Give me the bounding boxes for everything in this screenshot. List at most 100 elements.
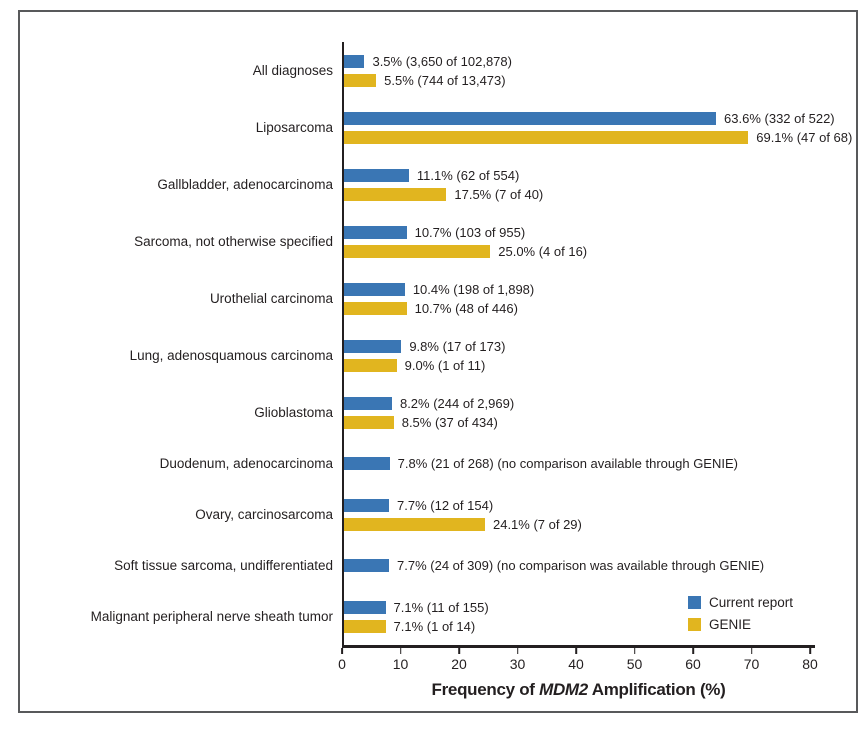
- bar-line: 63.6% (332 of 522): [344, 110, 856, 126]
- bar-genie: [344, 358, 397, 372]
- legend-label-current-report: Current report: [709, 595, 794, 610]
- bar-annotation: 7.1% (11 of 155): [393, 599, 489, 615]
- category-row: Duodenum, adenocarcinoma 7.8% (21 of 268)…: [20, 441, 856, 486]
- bar-current-report: [344, 225, 407, 239]
- bar-line: 10.7% (103 of 955): [344, 225, 856, 240]
- tick-label: 70: [743, 656, 760, 672]
- bar-line: 69.1% (47 of 68): [344, 129, 856, 145]
- x-axis-tick: 60: [685, 648, 701, 672]
- bar-current-report: [344, 559, 390, 572]
- bar-annotation: 8.5% (37 of 434): [401, 414, 498, 430]
- category-row: Soft tissue sarcoma, undifferentiated 7.7…: [20, 543, 856, 588]
- tick-label: 50: [626, 656, 643, 672]
- bar-genie: [344, 301, 407, 315]
- bar-annotation: 7.7% (24 of 309) (no comparison was avai…: [397, 558, 765, 573]
- bar-genie: [344, 517, 485, 531]
- category-bars: 7.7% (24 of 309) (no comparison was avai…: [342, 543, 856, 588]
- bar-genie: [344, 244, 491, 258]
- x-axis-tick: 80: [802, 648, 818, 672]
- category-label: Sarcoma, not otherwise specified: [134, 233, 333, 249]
- category-bars: 7.7% (12 of 154) 24.1% (7 of 29): [342, 486, 856, 543]
- x-axis-tick: 30: [509, 648, 526, 672]
- tick-mark: [575, 648, 577, 654]
- bar-annotation: 3.5% (3,650 of 102,878): [372, 53, 512, 69]
- tick-label: 60: [685, 656, 701, 672]
- category-bars: 10.4% (198 of 1,898) 10.7% (48 of 446): [342, 270, 856, 327]
- tick-mark: [516, 648, 519, 654]
- bar-line: 24.1% (7 of 29): [344, 517, 856, 532]
- category-bars: 9.8% (17 of 173) 9.0% (1 of 11): [342, 327, 856, 384]
- category-bars: 7.1% (11 of 155) 7.1% (1 of 14): [342, 588, 856, 645]
- bar-line: 3.5% (3,650 of 102,878): [344, 53, 856, 69]
- bar-current-report: [344, 600, 386, 614]
- category-label: Ovary, carcinosarcoma: [195, 506, 333, 522]
- x-axis-tick: 10: [392, 648, 409, 672]
- bar-annotation: 11.1% (62 of 554): [416, 167, 520, 183]
- bar-annotation: 7.8% (21 of 268) (no comparison availabl…: [397, 456, 738, 471]
- legend-label-genie: GENIE: [709, 617, 752, 632]
- category-row: Ovary, carcinosarcoma 7.7% (12 of 154) 24.…: [20, 486, 856, 543]
- x-axis-title-gene: MDM2: [539, 680, 588, 699]
- bar-chart-rows: All diagnoses 3.5% (3,650 of 102,878) 5.5%…: [20, 42, 856, 645]
- x-axis-tick: 20: [451, 648, 467, 672]
- bar-genie: [344, 130, 749, 144]
- x-axis-tick: 0: [338, 648, 346, 672]
- figure-frame: All diagnoses 3.5% (3,650 of 102,878) 5.5%…: [18, 10, 858, 713]
- bar-annotation: 10.7% (48 of 446): [414, 300, 518, 316]
- x-axis-line: [342, 645, 815, 648]
- tick-label: 20: [451, 656, 467, 672]
- category-bars: 3.5% (3,650 of 102,878) 5.5% (744 of 13,4…: [342, 42, 856, 99]
- bar-genie: [344, 415, 394, 429]
- bar-line: 8.2% (244 of 2,969): [344, 395, 856, 411]
- category-label: Malignant peripheral nerve sheath tumor: [90, 608, 333, 624]
- bar-genie: [344, 187, 447, 201]
- tick-mark: [633, 648, 636, 654]
- category-bars: 11.1% (62 of 554) 17.5% (7 of 40): [342, 156, 856, 213]
- category-label: Duodenum, adenocarcinoma: [159, 455, 333, 471]
- x-axis-title-prefix: Frequency of: [431, 680, 540, 699]
- tick-label: 10: [392, 656, 409, 672]
- category-label: Gallbladder, adenocarcinoma: [157, 176, 333, 192]
- legend-swatch-genie-icon: [688, 618, 701, 631]
- legend-item-current-report: Current report: [688, 595, 793, 610]
- tick-label: 0: [338, 656, 346, 672]
- bar-line: 10.4% (198 of 1,898): [344, 281, 856, 297]
- category-label: Soft tissue sarcoma, undifferentiated: [114, 557, 333, 573]
- tick-label: 80: [802, 656, 818, 672]
- bar-current-report: [344, 396, 392, 410]
- category-row: Malignant peripheral nerve sheath tumor 7…: [20, 588, 856, 645]
- bar-current-report: [344, 339, 402, 353]
- bar-line: 7.7% (24 of 309) (no comparison was avai…: [344, 558, 856, 573]
- tick-mark: [458, 648, 460, 654]
- bar-current-report: [344, 282, 405, 296]
- bar-annotation: 69.1% (47 of 68): [756, 129, 853, 145]
- x-axis-tick: 70: [743, 648, 760, 672]
- bar-annotation: 17.5% (7 of 40): [454, 186, 544, 202]
- bar-line: 10.7% (48 of 446): [344, 300, 856, 316]
- category-bars: 8.2% (244 of 2,969) 8.5% (37 of 434): [342, 384, 856, 441]
- legend: Current report GENIE: [688, 595, 793, 639]
- bar-line: 5.5% (744 of 13,473): [344, 72, 856, 88]
- bar-line: 25.0% (4 of 16): [344, 244, 856, 259]
- bar-annotation: 8.2% (244 of 2,969): [399, 395, 515, 411]
- bar-line: 9.8% (17 of 173): [344, 339, 856, 354]
- category-label: Lung, adenosquamous carcinoma: [129, 347, 333, 363]
- x-axis-tick: 40: [568, 648, 584, 672]
- bar-annotation: 10.4% (198 of 1,898): [412, 281, 535, 297]
- bar-line: 7.1% (1 of 14): [344, 619, 856, 634]
- category-row: All diagnoses 3.5% (3,650 of 102,878) 5.5%…: [20, 42, 856, 99]
- bar-annotation: 5.5% (744 of 13,473): [384, 72, 506, 88]
- bar-current-report: [344, 498, 390, 512]
- category-row: Lung, adenosquamous carcinoma 9.8% (17 of…: [20, 327, 856, 384]
- bar-current-report: [344, 457, 390, 470]
- legend-swatch-current-report-icon: [688, 596, 701, 609]
- category-row: Sarcoma, not otherwise specified 10.7% (1…: [20, 213, 856, 270]
- bar-line: 17.5% (7 of 40): [344, 186, 856, 202]
- bar-annotation: 63.6% (332 of 522): [724, 110, 835, 126]
- category-label: Liposarcoma: [255, 119, 333, 135]
- tick-label: 40: [568, 656, 584, 672]
- tick-mark: [809, 648, 811, 654]
- tick-label: 30: [509, 656, 526, 672]
- category-row: Glioblastoma 8.2% (244 of 2,969) 8.5% (37 …: [20, 384, 856, 441]
- category-bars: 63.6% (332 of 522) 69.1% (47 of 68): [342, 99, 856, 156]
